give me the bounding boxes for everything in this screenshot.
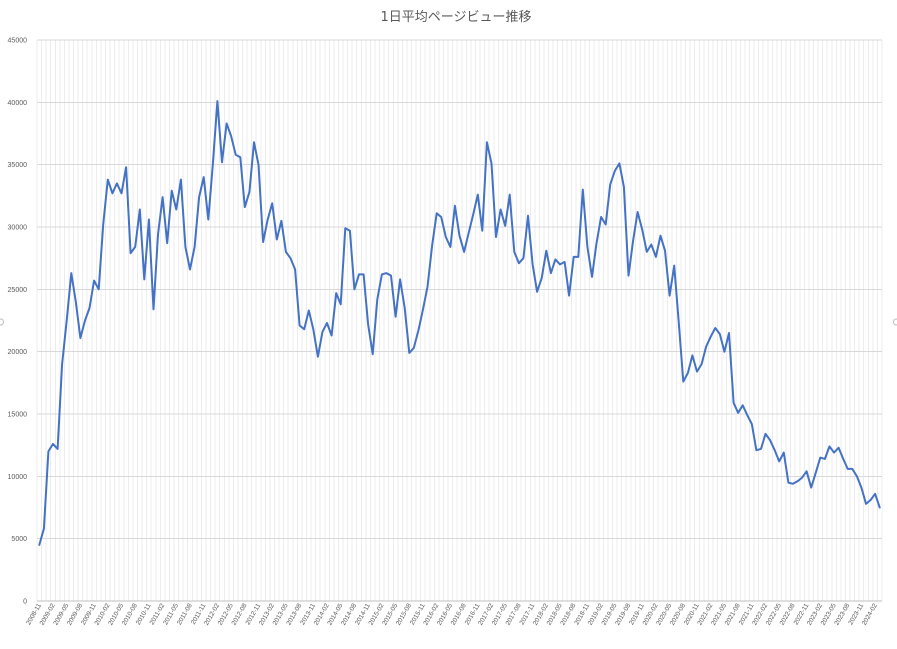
- y-tick-label: 0: [23, 599, 27, 606]
- chart-title: 1日平均ページビュー推移: [380, 10, 531, 25]
- y-tick-label: 5000: [11, 536, 27, 543]
- gridlines: [37, 40, 882, 601]
- y-tick-label: 30000: [8, 225, 28, 232]
- resize-handle-right[interactable]: [894, 319, 897, 325]
- y-tick-label: 45000: [8, 38, 28, 45]
- y-tick-label: 40000: [8, 100, 28, 107]
- y-tick-label: 35000: [8, 162, 28, 169]
- y-tick-label: 20000: [8, 349, 28, 356]
- y-tick-label: 10000: [8, 474, 28, 481]
- y-tick-label: 25000: [8, 287, 28, 294]
- y-tick-label: 15000: [8, 412, 28, 419]
- y-axis-tick-labels: 0 5000 10000 15000 20000 25000 30000 35000 40000…: [8, 38, 28, 606]
- x-axis-tick-labels: 2008-112009-022009-052009-082009-112010-…: [25, 602, 879, 626]
- resize-handle-left[interactable]: [0, 319, 4, 325]
